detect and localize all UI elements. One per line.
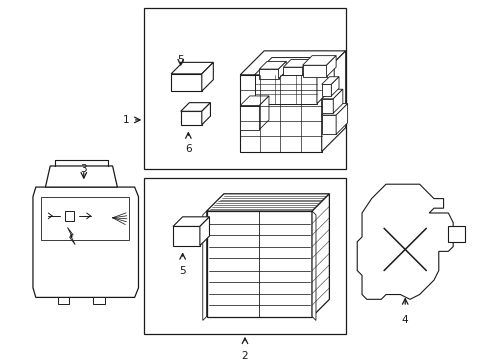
Polygon shape [144, 179, 345, 334]
Text: 2: 2 [241, 351, 248, 360]
Polygon shape [321, 51, 345, 152]
Text: 5: 5 [177, 55, 183, 65]
Polygon shape [93, 297, 105, 304]
Polygon shape [171, 62, 213, 74]
Polygon shape [58, 297, 69, 304]
Polygon shape [357, 184, 452, 299]
Polygon shape [321, 104, 347, 115]
Polygon shape [259, 62, 285, 69]
Polygon shape [321, 115, 335, 134]
Text: 1: 1 [123, 115, 130, 125]
Text: 6: 6 [184, 144, 191, 154]
Polygon shape [278, 62, 285, 79]
Polygon shape [203, 211, 206, 320]
Polygon shape [181, 103, 210, 111]
Polygon shape [173, 226, 200, 246]
Polygon shape [283, 59, 309, 67]
Polygon shape [326, 56, 335, 77]
Polygon shape [302, 59, 309, 75]
Polygon shape [335, 104, 347, 134]
Polygon shape [332, 89, 342, 113]
Polygon shape [254, 58, 333, 75]
Polygon shape [321, 89, 342, 99]
Text: 4: 4 [401, 315, 407, 325]
Polygon shape [202, 103, 210, 125]
Polygon shape [171, 74, 202, 91]
Polygon shape [321, 85, 331, 96]
Polygon shape [447, 226, 464, 242]
Polygon shape [67, 228, 75, 245]
Polygon shape [311, 211, 315, 320]
Polygon shape [259, 69, 278, 79]
Polygon shape [45, 166, 117, 187]
Polygon shape [202, 62, 213, 91]
Polygon shape [64, 211, 74, 221]
Polygon shape [316, 58, 333, 104]
Polygon shape [302, 65, 326, 77]
Polygon shape [311, 194, 329, 316]
Polygon shape [259, 96, 268, 130]
Polygon shape [321, 77, 338, 85]
Text: 5: 5 [179, 266, 185, 276]
Polygon shape [173, 217, 209, 226]
Polygon shape [206, 194, 329, 211]
Polygon shape [240, 51, 345, 75]
Text: 3: 3 [81, 164, 87, 174]
Polygon shape [41, 197, 129, 240]
Polygon shape [144, 8, 345, 169]
Polygon shape [240, 96, 268, 105]
Polygon shape [240, 105, 259, 130]
Polygon shape [33, 187, 138, 297]
Polygon shape [240, 75, 321, 152]
Polygon shape [254, 75, 316, 104]
Polygon shape [283, 67, 302, 75]
Polygon shape [331, 77, 338, 96]
Polygon shape [302, 56, 335, 65]
Polygon shape [206, 211, 311, 316]
Polygon shape [321, 99, 332, 113]
Polygon shape [181, 111, 202, 125]
Polygon shape [200, 217, 209, 246]
